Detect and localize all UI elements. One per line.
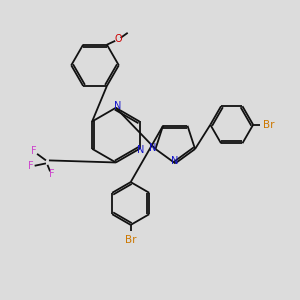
Text: N: N (137, 145, 145, 155)
Text: Br: Br (263, 120, 274, 130)
Text: Br: Br (125, 236, 136, 245)
Text: N: N (171, 156, 178, 166)
Text: N: N (149, 143, 157, 153)
Text: F: F (49, 169, 54, 179)
Text: F: F (31, 146, 36, 157)
Text: N: N (114, 101, 121, 111)
Text: O: O (114, 34, 122, 44)
Text: F: F (28, 161, 33, 171)
